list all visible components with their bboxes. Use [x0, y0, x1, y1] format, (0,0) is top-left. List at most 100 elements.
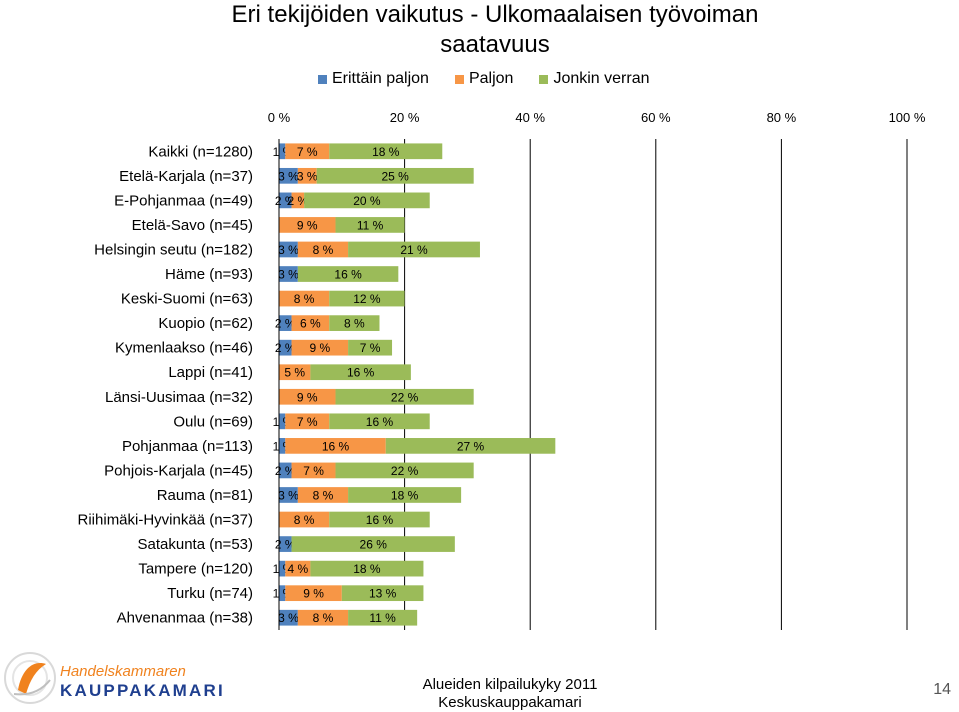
bar-segment — [279, 487, 298, 503]
bar-segment — [297, 487, 349, 503]
bar-segment — [291, 192, 305, 209]
bar-segment — [329, 315, 380, 331]
data-label: 8 % — [313, 243, 334, 257]
bar-segment — [279, 339, 292, 356]
footer-text: Alueiden kilpailukyky 2011 Keskuskauppak… — [400, 676, 620, 712]
data-label: 8 % — [313, 488, 334, 502]
bar-segment — [279, 241, 298, 258]
bar-segment — [304, 192, 430, 209]
bar-segment — [291, 339, 349, 356]
data-label: 3 % — [278, 268, 299, 282]
bar-segment — [310, 560, 424, 577]
bar-segment — [279, 266, 298, 282]
data-label: 8 % — [313, 611, 334, 625]
data-label: 2 % — [275, 538, 296, 552]
bar-segment — [279, 290, 330, 307]
category-label: Turku (n=74) — [167, 585, 253, 602]
data-label: 3 % — [278, 488, 299, 502]
category-label: Kaikki (n=1280) — [148, 143, 253, 160]
x-tick-label: 100 % — [889, 110, 926, 125]
category-label: Satakunta (n=53) — [138, 536, 254, 553]
data-label: 26 % — [360, 538, 388, 552]
legend-label: Erittäin paljon — [332, 70, 429, 87]
data-label: 12 % — [353, 292, 381, 306]
data-label: 3 % — [278, 243, 299, 257]
bar-segment — [348, 241, 480, 258]
stacked-bar-chart: 0 % 20 % 40 % 60 % 80 % 100 % Kaikki (n=1280) E… — [78, 110, 926, 630]
category-label: Etelä-Karjala (n=37) — [119, 168, 253, 185]
bar-segment — [297, 609, 349, 626]
data-label: 3 % — [278, 169, 299, 183]
data-label: 11 % — [357, 218, 384, 232]
legend-swatch — [318, 74, 327, 84]
data-label: 3 % — [297, 169, 318, 183]
bar-segment — [279, 511, 330, 528]
data-label: 16 % — [334, 268, 362, 282]
legend-label: Paljon — [468, 70, 514, 87]
data-label: 9 % — [297, 390, 318, 404]
bar-segment — [335, 217, 405, 233]
data-label: 9 % — [297, 218, 318, 232]
bar-segment — [279, 167, 298, 184]
bar-segment — [297, 241, 349, 258]
bar-segment — [279, 388, 336, 405]
data-label: 4 % — [287, 562, 308, 576]
data-label: 21 % — [400, 243, 428, 257]
bar-segment — [285, 560, 311, 577]
legend-swatch — [454, 74, 464, 84]
logo-emblem-icon — [4, 652, 56, 704]
data-label: 18 % — [372, 145, 400, 159]
legend-item-3: Jonkin verran — [539, 70, 649, 88]
bar-segment — [279, 143, 286, 160]
category-label: Tampere (n=120) — [138, 561, 253, 578]
x-tick-label: 40 % — [515, 110, 545, 125]
category-label: Riihimäki-Hyvinkää (n=37) — [78, 512, 253, 529]
legend-item-2: Paljon — [454, 70, 514, 88]
bar-segment — [279, 560, 286, 577]
data-label: 6 % — [300, 317, 321, 331]
bar-segment — [348, 339, 393, 356]
data-label: 8 % — [294, 513, 315, 527]
kauppakamari-logo: Handelskammaren KAUPPAKAMARI — [4, 652, 223, 704]
chart-title: Eri tekijöiden vaikutus - Ulkomaalaisen … — [231, 1, 759, 58]
data-label: 2 % — [275, 464, 296, 478]
data-label: 5 % — [284, 366, 305, 380]
bar-segment — [279, 438, 286, 454]
category-label: Häme (n=93) — [165, 266, 253, 283]
data-label: 16 % — [347, 366, 375, 380]
data-label: 25 % — [382, 169, 410, 183]
category-label: Keski-Suomi (n=63) — [121, 291, 253, 308]
data-label: 2 % — [287, 194, 308, 208]
data-label: 9 % — [303, 587, 324, 601]
footer-text-line-2: Keskuskauppakamari — [438, 694, 582, 711]
bar-segment — [285, 438, 386, 454]
bar-segment — [329, 413, 430, 430]
x-tick-label: 0 % — [268, 110, 291, 125]
bar-segment — [316, 167, 474, 184]
bar-segment — [348, 487, 462, 503]
data-label: 13 % — [369, 587, 397, 601]
data-label: 27 % — [457, 439, 485, 453]
category-label: Pohjanmaa (n=113) — [122, 438, 253, 455]
legend-label: Jonkin verran — [553, 70, 650, 87]
category-label: Etelä-Savo (n=45) — [132, 217, 253, 234]
data-label: 7 % — [303, 464, 324, 478]
footer-text-line-1: Alueiden kilpailukyky 2011 — [422, 676, 598, 693]
bar-segment — [297, 167, 317, 184]
logo-line-1: Handelskammaren — [60, 663, 186, 680]
bar-segment — [279, 609, 298, 626]
category-label: Ahvenanmaa (n=38) — [117, 610, 253, 627]
bar-segment — [310, 364, 411, 381]
category-label: Pohjois-Karjala (n=45) — [104, 462, 253, 479]
data-label: 7 % — [360, 341, 381, 355]
data-label: 20 % — [353, 194, 381, 208]
data-label: 18 % — [391, 488, 419, 502]
bar-segment — [279, 536, 292, 552]
data-label: 16 % — [366, 415, 394, 429]
category-label: Kymenlaakso (n=46) — [115, 340, 253, 357]
bar-segment — [279, 413, 286, 430]
bar-segment — [285, 585, 342, 602]
bar-segment — [335, 388, 474, 405]
bar-segment — [291, 536, 455, 552]
category-label: Oulu (n=69) — [173, 413, 253, 430]
